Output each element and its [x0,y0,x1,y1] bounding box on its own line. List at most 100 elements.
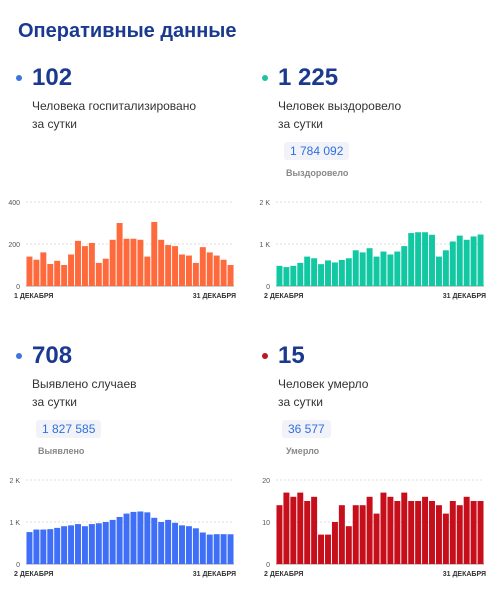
y-tick-label: 0 [16,284,20,291]
bar [442,513,449,564]
bar [387,496,394,564]
bar [81,246,88,286]
bar [185,255,192,286]
bar [373,256,380,286]
bar [158,522,165,564]
bar [144,512,151,564]
hospitalized-chart: 0 200 400 1 ДЕКАБРЯ 31 ДЕКАБРЯ [8,200,236,300]
recovered-description: Человек выздоровело за сутки [278,99,402,131]
bar [220,534,227,564]
bar [283,267,290,286]
bar [338,259,345,286]
bar [172,246,179,286]
bar [137,239,144,286]
bar [95,262,102,286]
bar [206,252,213,286]
bar [366,496,373,564]
bar [380,492,387,564]
detected-description: Выявлено случаев за сутки [32,377,137,409]
bullet-dot-icon [16,75,22,81]
bar [359,505,366,564]
bar [345,258,352,286]
bar [352,505,359,564]
x-start-label: 2 ДЕКАБРЯ [264,571,303,578]
bar [47,529,54,564]
bar [130,511,137,564]
bullet-dot-icon [262,75,268,81]
y-tick-label: 10 [262,520,270,527]
bar [81,526,88,564]
bar [422,232,429,286]
x-end-label: 31 ДЕКАБРЯ [443,571,486,578]
bar [227,265,234,286]
card-detected: 708 Выявлено случаев за сутки 1 827 585 … [16,342,246,462]
bar [415,232,422,286]
bar [165,519,172,564]
y-tick-label: 2 K [259,200,270,207]
bar [290,265,297,286]
bar [304,256,311,286]
bar [366,248,373,286]
detected-chart: 0 1 K 2 K 2 ДЕКАБРЯ 31 ДЕКАБРЯ [9,478,236,578]
y-tick-label: 0 [266,284,270,291]
bar [325,260,331,286]
bar [387,254,394,286]
bar [456,505,463,564]
x-end-label: 31 ДЕКАБРЯ [193,293,236,300]
bar [220,259,227,286]
bar [470,501,477,564]
bar [151,221,158,286]
x-end-label: 31 ДЕКАБРЯ [193,571,236,578]
recovered-total-label: Выздоровело [286,168,349,178]
detected-value: 708 [32,342,73,369]
bar [297,492,304,564]
bar [33,259,40,286]
x-start-label: 2 ДЕКАБРЯ [264,293,303,300]
bullet-dot-icon [16,353,22,359]
bar [192,528,199,564]
bar [213,534,220,564]
bar [422,496,429,564]
hospitalized-value: 102 [32,64,73,91]
bar [331,522,338,564]
bar [352,250,359,286]
bar [401,246,408,286]
bar [213,255,220,286]
bar [318,534,325,564]
bar [54,527,61,564]
bar [172,522,179,564]
card-recovered: 1 225 Человек выздоровело за сутки 1 784… [262,64,492,184]
page-title: Оперативные данные [18,20,237,42]
bar [88,242,95,286]
card-hospitalized: 102 Человека госпитализировано за сутки [16,64,246,174]
bar [199,247,206,286]
bar [61,526,68,564]
y-tick-label: 1 K [9,520,20,527]
bar [442,250,449,286]
bar [463,496,470,564]
bar [179,254,185,286]
bar [102,258,109,286]
bar [394,501,401,564]
recovered-total: 1 784 092 [284,142,350,160]
bar [449,501,456,564]
bar [116,516,123,564]
bar [338,505,345,564]
bar [123,238,130,286]
died-chart: 0 10 20 2 ДЕКАБРЯ 31 ДЕКАБРЯ [262,478,486,578]
bar [394,251,401,286]
x-end-label: 31 ДЕКАБРЯ [443,293,486,300]
bar [61,265,68,286]
y-tick-label: 2 K [9,478,20,485]
bar [477,234,484,286]
bar [429,501,435,564]
bullet-dot-icon [262,353,268,359]
bar [102,522,109,564]
bar [165,245,172,286]
recovered-value: 1 225 [278,64,339,91]
bar [179,525,185,564]
bar [185,526,192,564]
bar [130,238,137,286]
bar [435,505,442,564]
bar [449,241,456,286]
